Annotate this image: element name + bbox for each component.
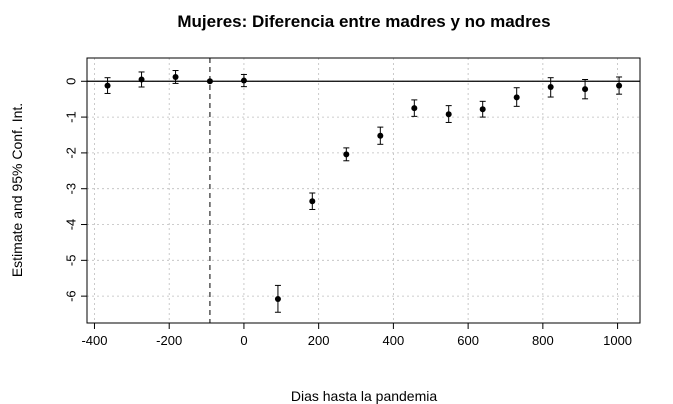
data-point <box>172 70 179 84</box>
data-point <box>343 147 350 162</box>
point-marker <box>616 82 623 89</box>
x-tick-label: 800 <box>532 333 554 348</box>
point-marker <box>240 77 247 84</box>
x-tick-label: 200 <box>308 333 330 348</box>
y-tick-label: -6 <box>64 290 79 302</box>
point-marker <box>309 198 316 205</box>
point-marker <box>343 151 350 158</box>
data-point <box>206 78 213 85</box>
grid-layer <box>87 58 640 323</box>
data-point <box>445 105 452 123</box>
y-tick-label: 0 <box>64 78 79 85</box>
y-tick-label: -5 <box>64 255 79 267</box>
point-marker <box>274 296 281 303</box>
data-point <box>240 73 247 88</box>
point-marker <box>138 76 145 83</box>
x-tick-label: 400 <box>383 333 405 348</box>
chart-title: Mujeres: Diferencia entre madres y no ma… <box>177 12 550 31</box>
y-axis-label: Estimate and 95% Conf. Int. <box>9 103 25 277</box>
data-point <box>377 126 384 145</box>
data-point <box>274 284 281 313</box>
data-point <box>513 87 520 107</box>
x-tick-label: -200 <box>156 333 182 348</box>
y-tick-label: -1 <box>64 111 79 123</box>
data-point <box>616 76 623 95</box>
point-marker <box>547 84 554 91</box>
point-marker <box>172 73 179 80</box>
data-point <box>582 78 589 100</box>
x-tick-label: 600 <box>457 333 479 348</box>
point-marker <box>411 105 418 112</box>
reference-lines <box>87 58 640 323</box>
point-marker <box>582 86 589 93</box>
data-point <box>479 100 486 118</box>
x-tick-label: -400 <box>81 333 107 348</box>
y-tick-label: -3 <box>64 183 79 195</box>
point-marker <box>513 94 520 101</box>
y-tick-label: -2 <box>64 147 79 159</box>
point-marker <box>206 78 213 85</box>
x-axis-label: Dias hasta la pandemia <box>291 388 438 404</box>
data-point <box>104 77 111 94</box>
x-axis: -400 -200 0 200 400 600 800 1000 <box>81 323 632 348</box>
point-marker <box>479 106 486 113</box>
data-point <box>309 192 316 210</box>
y-axis: 0 -1 -2 -3 -4 -5 -6 <box>64 78 87 302</box>
x-tick-label: 0 <box>240 333 247 348</box>
data-point <box>138 71 145 88</box>
data-point <box>411 99 418 117</box>
y-tick-label: -4 <box>64 219 79 231</box>
plot-frame <box>86 57 641 324</box>
point-marker <box>104 82 111 89</box>
x-tick-label: 1000 <box>603 333 632 348</box>
point-marker <box>445 111 452 118</box>
data-points <box>104 70 623 313</box>
data-point <box>547 77 554 98</box>
point-marker <box>377 132 384 139</box>
